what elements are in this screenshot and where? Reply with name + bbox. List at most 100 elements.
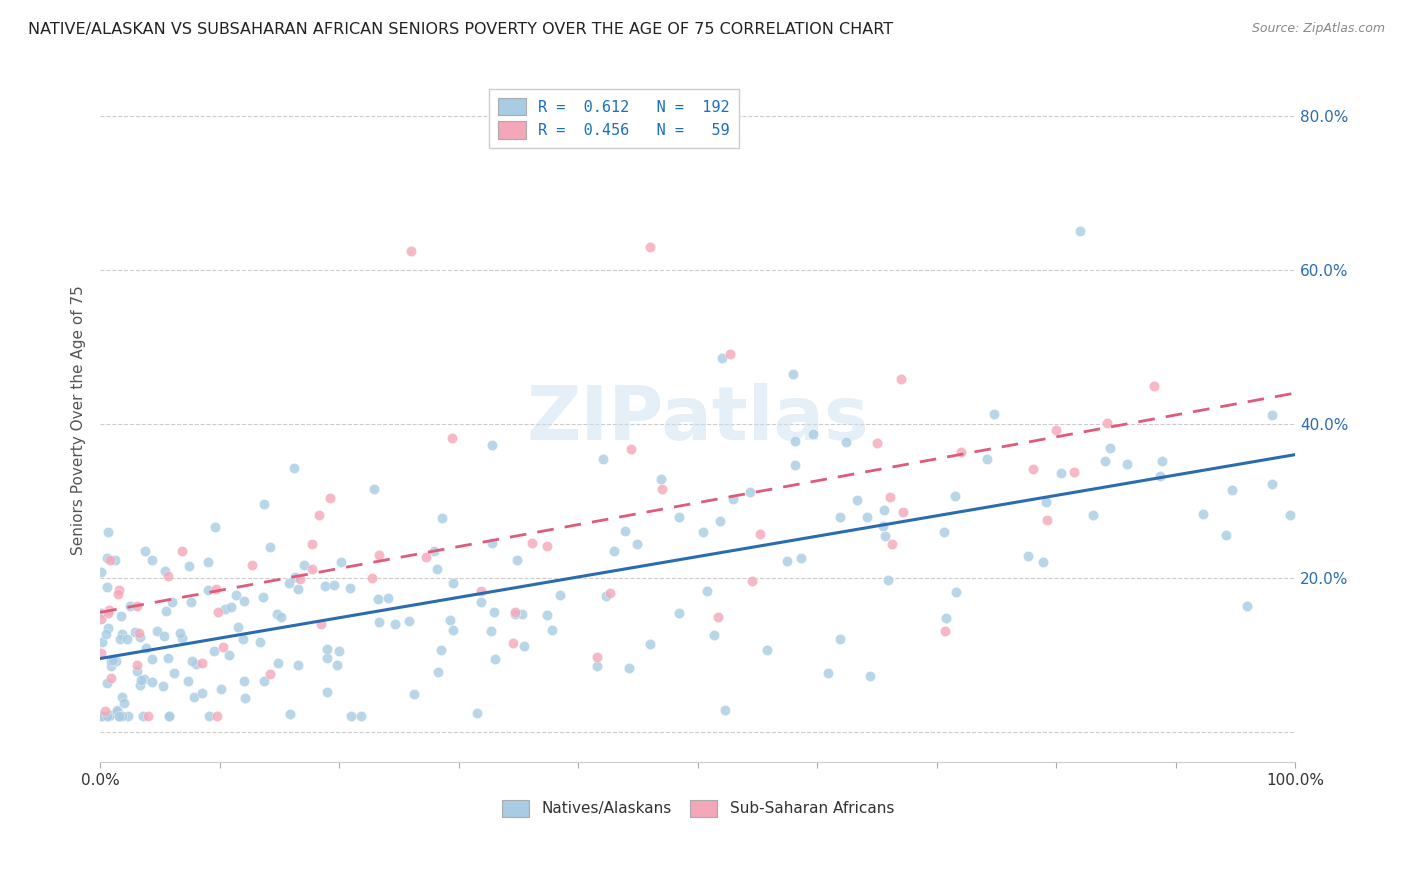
Point [218,648,240,662]
Point [181,654,204,668]
Point [278,706,301,721]
Point [415,549,437,564]
Point [97,622,120,636]
Point [692,524,714,539]
Point [740,485,762,500]
Point [270,610,292,624]
Point [253,674,276,689]
Point [129,673,152,687]
Point [100,654,122,668]
Point [125,658,148,673]
Point [96,709,118,723]
Point [430,511,453,525]
Point [520,536,543,550]
Point [858,669,880,683]
Point [934,624,956,638]
Point [505,605,527,619]
Point [316,685,339,699]
Point [828,632,851,646]
Point [155,604,177,618]
Point [287,658,309,673]
Point [1081,508,1104,523]
Point [404,688,426,702]
Point [548,588,571,602]
Point [104,552,127,566]
Point [153,629,176,643]
Text: Source: ZipAtlas.com: Source: ZipAtlas.com [1251,22,1385,36]
Point [502,636,524,650]
Point [718,347,741,361]
Point [650,472,672,486]
Point [505,607,527,622]
Point [170,544,193,558]
Point [935,611,957,625]
Point [233,690,256,705]
Point [152,680,174,694]
Point [709,514,731,528]
Point [315,651,337,665]
Point [156,651,179,665]
Point [595,589,617,603]
Point [93,705,115,719]
Point [105,704,128,718]
Point [1261,476,1284,491]
Point [513,639,536,653]
Point [186,657,208,672]
Point [197,709,219,723]
Point [950,444,973,458]
Point [879,491,901,505]
Point [318,491,340,505]
Point [207,709,229,723]
Point [481,438,503,452]
Point [619,661,641,675]
Point [368,615,391,629]
Point [367,549,389,563]
Point [226,620,249,634]
Point [1045,423,1067,437]
Point [325,657,347,672]
Point [748,527,770,541]
Text: NATIVE/ALASKAN VS SUBSAHARAN AFRICAN SENIORS POVERTY OVER THE AGE OF 75 CORRELAT: NATIVE/ALASKAN VS SUBSAHARAN AFRICAN SEN… [28,22,893,37]
Point [1050,466,1073,480]
Point [232,593,254,607]
Point [506,552,529,566]
Point [90,709,112,723]
Point [225,588,247,602]
Point [723,491,745,506]
Point [756,642,779,657]
Point [197,582,219,597]
Point [107,586,129,600]
Point [90,612,112,626]
Point [441,624,464,638]
Point [776,554,799,568]
Point [891,505,914,519]
Point [249,634,271,648]
Point [1236,599,1258,613]
Point [141,674,163,689]
Point [323,578,346,592]
Point [426,665,449,680]
Point [94,627,117,641]
Point [377,591,399,606]
Point [315,642,337,657]
Point [399,244,422,258]
Point [157,709,180,723]
Point [132,709,155,723]
Point [112,696,135,710]
Point [283,461,305,475]
Point [117,709,139,723]
Point [713,703,735,717]
Point [97,606,120,620]
Point [1192,508,1215,522]
Point [932,525,955,540]
Point [155,564,177,578]
Point [183,690,205,705]
Point [696,583,718,598]
Point [586,649,609,664]
Point [191,657,214,671]
Point [105,703,128,717]
Point [890,372,912,386]
Point [668,606,690,620]
Point [439,613,461,627]
Point [111,626,134,640]
